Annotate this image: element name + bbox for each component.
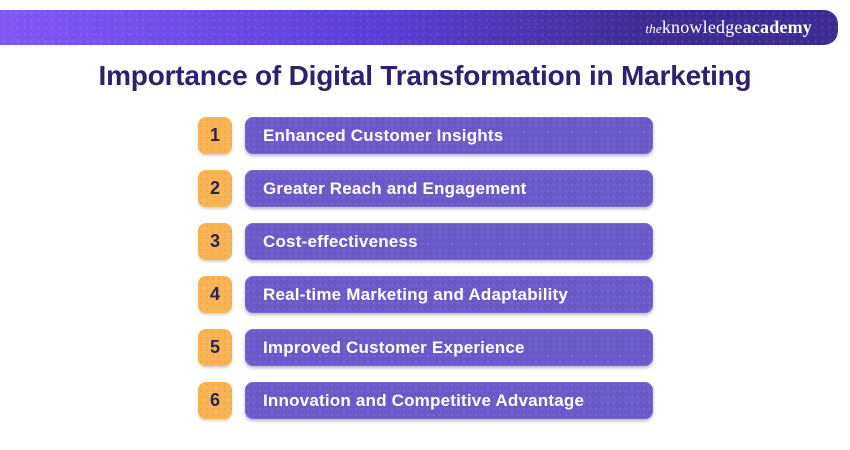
logo-the: the (645, 21, 662, 36)
item-label-bar: Improved Customer Experience (245, 329, 653, 366)
item-number-badge: 4 (198, 276, 232, 313)
item-label-bar: Real-time Marketing and Adaptability (245, 276, 653, 313)
item-number-badge: 5 (198, 329, 232, 366)
item-label: Enhanced Customer Insights (263, 125, 504, 145)
logo-knowledge: knowledge (661, 17, 743, 37)
item-number-badge: 6 (198, 382, 232, 419)
list-item: 6 Innovation and Competitive Advantage (198, 382, 653, 419)
item-label: Cost-effectiveness (263, 231, 418, 251)
item-label: Real-time Marketing and Adaptability (263, 284, 569, 304)
item-number-badge: 1 (198, 117, 232, 154)
knowledge-academy-logo: theknowledgeacademy (645, 17, 838, 38)
item-label-bar: Enhanced Customer Insights (245, 117, 653, 154)
logo-academy: academy (742, 17, 812, 37)
item-label: Greater Reach and Engagement (263, 178, 527, 198)
list-item: 4 Real-time Marketing and Adaptability (198, 276, 653, 313)
list-item: 2 Greater Reach and Engagement (198, 170, 653, 207)
page-title: Importance of Digital Transformation in … (98, 60, 752, 91)
item-label-bar: Greater Reach and Engagement (245, 170, 653, 207)
list-item: 5 Improved Customer Experience (198, 329, 653, 366)
list-item: 1 Enhanced Customer Insights (198, 117, 653, 154)
item-number-badge: 2 (198, 170, 232, 207)
item-label-bar: Innovation and Competitive Advantage (245, 382, 653, 419)
item-label: Innovation and Competitive Advantage (263, 390, 585, 410)
item-label-bar: Cost-effectiveness (245, 223, 653, 260)
item-number-badge: 3 (198, 223, 232, 260)
item-label: Improved Customer Experience (263, 337, 525, 357)
list-item: 3 Cost-effectiveness (198, 223, 653, 260)
header-bar: theknowledgeacademy (0, 10, 838, 45)
items-list: 1 Enhanced Customer Insights 2 Greater R… (198, 117, 653, 435)
